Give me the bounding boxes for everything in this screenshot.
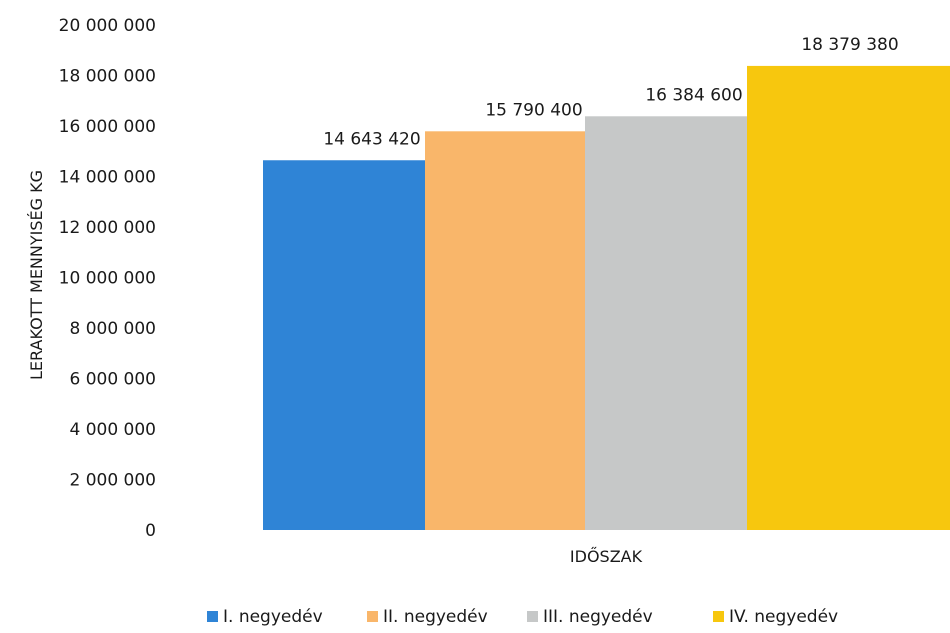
legend-swatch-4	[713, 611, 724, 622]
data-label-4: 18 379 380	[801, 35, 898, 55]
y-tick-label: 10 000 000	[59, 269, 156, 289]
bar-2	[425, 131, 585, 530]
y-tick-label: 2 000 000	[69, 471, 156, 491]
y-axis-ticks: 0 2 000 000 4 000 000 6 000 000 8 000 000 10 …	[59, 16, 156, 541]
legend-label-4: IV. negyedév	[729, 607, 838, 627]
x-axis-title: IDŐSZAK	[570, 546, 643, 566]
y-tick-label: 12 000 000	[59, 218, 156, 238]
data-label-3: 16 384 600	[645, 85, 742, 105]
y-tick-label: 0	[145, 521, 156, 541]
data-labels: 14 643 420 15 790 400 16 384 600 18 379 380	[323, 35, 898, 149]
y-tick-label: 4 000 000	[69, 420, 156, 440]
y-tick-label: 8 000 000	[69, 319, 156, 339]
legend-label-2: II. negyedév	[383, 607, 488, 627]
legend: I. negyedév II. negyedév III. negyedév IV. …	[207, 607, 838, 627]
legend-label-3: III. negyedév	[543, 607, 653, 627]
data-label-2: 15 790 400	[485, 100, 582, 120]
data-label-1: 14 643 420	[323, 129, 420, 149]
bar-3	[585, 116, 747, 530]
legend-label-1: I. negyedév	[223, 607, 323, 627]
y-tick-label: 18 000 000	[59, 67, 156, 87]
legend-swatch-2	[367, 611, 378, 622]
y-axis-title: LERAKOTT MENNYISÉG KG	[27, 170, 46, 380]
bar-1	[263, 160, 425, 530]
bar-4	[747, 65, 950, 530]
bars	[263, 65, 950, 530]
y-tick-label: 14 000 000	[59, 168, 156, 188]
legend-swatch-3	[527, 611, 538, 622]
y-tick-label: 16 000 000	[59, 117, 156, 137]
y-tick-label: 6 000 000	[69, 370, 156, 390]
legend-swatch-1	[207, 611, 218, 622]
y-tick-label: 20 000 000	[59, 16, 156, 36]
